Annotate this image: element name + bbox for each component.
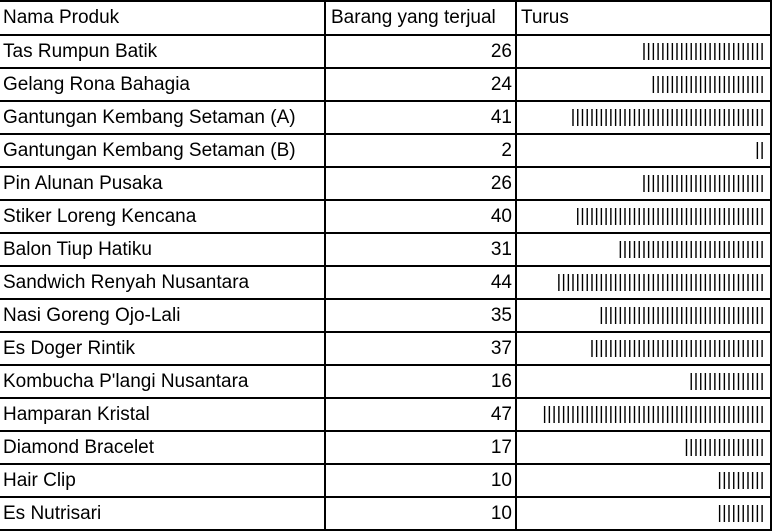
cell-tally[interactable]: |||||||||||||||||||||||| [516, 68, 771, 101]
cell-items-sold[interactable]: 44 [325, 266, 516, 299]
cell-tally[interactable]: ||||||||||||||||||||||||||||||||||| [516, 299, 771, 332]
table-row: Es Doger Rintik 37 |||||||||||||||||||||||… [0, 332, 771, 365]
cell-product-name[interactable]: Pin Alunan Pusaka [0, 167, 325, 200]
cell-product-name[interactable]: Stiker Loreng Kencana [0, 200, 325, 233]
cell-items-sold[interactable]: 37 [325, 332, 516, 365]
cell-tally[interactable]: ||||||||||||||||||||||||||||||||||||| [516, 332, 771, 365]
cell-tally[interactable]: ||||||||||||||||||||||||||||||||||||||||… [516, 398, 771, 431]
cell-items-sold[interactable]: 24 [325, 68, 516, 101]
cell-tally[interactable]: || [516, 134, 771, 167]
table-row: Hair Clip 10 |||||||||| [0, 464, 771, 497]
cell-product-name[interactable]: Balon Tiup Hatiku [0, 233, 325, 266]
cell-items-sold[interactable]: 31 [325, 233, 516, 266]
table-row: Balon Tiup Hatiku 31 |||||||||||||||||||||… [0, 233, 771, 266]
table-row: Es Nutrisari 10 |||||||||| [0, 497, 771, 530]
cell-product-name[interactable]: Gantungan Kembang Setaman (B) [0, 134, 325, 167]
cell-tally[interactable]: ||||||||||||||||||||||||||||||||||||||||… [516, 101, 771, 134]
cell-items-sold[interactable]: 26 [325, 167, 516, 200]
table-row: Diamond Bracelet 17 ||||||||||||||||| [0, 431, 771, 464]
cell-tally[interactable]: |||||||||| [516, 497, 771, 530]
header-cell-name[interactable]: Nama Produk [0, 1, 325, 35]
cell-items-sold[interactable]: 35 [325, 299, 516, 332]
cell-items-sold[interactable]: 26 [325, 35, 516, 68]
table-row: Gelang Rona Bahagia 24 |||||||||||||||||||… [0, 68, 771, 101]
table-row: Nasi Goreng Ojo-Lali 35 ||||||||||||||||||… [0, 299, 771, 332]
cell-product-name[interactable]: Es Nutrisari [0, 497, 325, 530]
cell-items-sold[interactable]: 41 [325, 101, 516, 134]
header-row: Nama Produk Barang yang terjual Turus [0, 1, 771, 35]
table-row: Hamparan Kristal 47 ||||||||||||||||||||||… [0, 398, 771, 431]
cell-product-name[interactable]: Tas Rumpun Batik [0, 35, 325, 68]
cell-tally[interactable]: |||||||||| [516, 464, 771, 497]
cell-product-name[interactable]: Hamparan Kristal [0, 398, 325, 431]
cell-product-name[interactable]: Sandwich Renyah Nusantara [0, 266, 325, 299]
header-cell-sold[interactable]: Barang yang terjual [325, 1, 516, 35]
header-cell-tally[interactable]: Turus [516, 1, 771, 35]
cell-items-sold[interactable]: 16 [325, 365, 516, 398]
cell-tally[interactable]: |||||||||||||||||||||||||| [516, 35, 771, 68]
cell-items-sold[interactable]: 17 [325, 431, 516, 464]
table-row: Kombucha P'langi Nusantara 16 ||||||||||||… [0, 365, 771, 398]
table-row: Gantungan Kembang Setaman (A) 41 |||||||||… [0, 101, 771, 134]
cell-product-name[interactable]: Kombucha P'langi Nusantara [0, 365, 325, 398]
cell-items-sold[interactable]: 40 [325, 200, 516, 233]
table-row: Sandwich Renyah Nusantara 44 |||||||||||||… [0, 266, 771, 299]
table-row: Pin Alunan Pusaka 26 |||||||||||||||||||||… [0, 167, 771, 200]
table-row: Tas Rumpun Batik 26 ||||||||||||||||||||||… [0, 35, 771, 68]
table-row: Stiker Loreng Kencana 40 |||||||||||||||||… [0, 200, 771, 233]
table-row: Gantungan Kembang Setaman (B) 2 || [0, 134, 771, 167]
cell-product-name[interactable]: Diamond Bracelet [0, 431, 325, 464]
cell-product-name[interactable]: Nasi Goreng Ojo-Lali [0, 299, 325, 332]
cell-tally[interactable]: ||||||||||||||||||||||||||||||| [516, 233, 771, 266]
cell-items-sold[interactable]: 2 [325, 134, 516, 167]
cell-items-sold[interactable]: 47 [325, 398, 516, 431]
cell-tally[interactable]: ||||||||||||||||||||||||||||||||||||||||… [516, 266, 771, 299]
cell-tally[interactable]: |||||||||||||||| [516, 365, 771, 398]
cell-product-name[interactable]: Hair Clip [0, 464, 325, 497]
cell-tally[interactable]: |||||||||||||||||||||||||||||||||||||||| [516, 200, 771, 233]
cell-tally[interactable]: ||||||||||||||||| [516, 431, 771, 464]
cell-product-name[interactable]: Gelang Rona Bahagia [0, 68, 325, 101]
cell-items-sold[interactable]: 10 [325, 497, 516, 530]
cell-tally[interactable]: |||||||||||||||||||||||||| [516, 167, 771, 200]
cell-items-sold[interactable]: 10 [325, 464, 516, 497]
cell-product-name[interactable]: Gantungan Kembang Setaman (A) [0, 101, 325, 134]
cell-product-name[interactable]: Es Doger Rintik [0, 332, 325, 365]
